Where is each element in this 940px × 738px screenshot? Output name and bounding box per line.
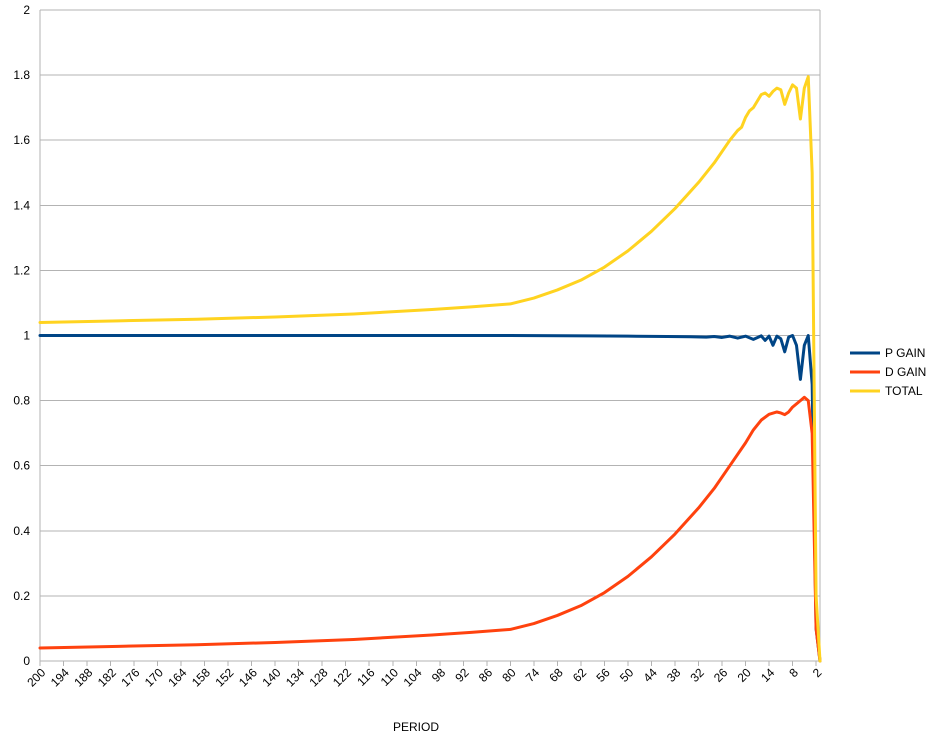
x-tick-label: 128 [307,665,331,689]
x-tick-label: 98 [429,665,449,685]
x-tick-label: 134 [283,665,307,689]
y-tick-label: 1.2 [13,263,30,277]
x-tick-label: 56 [593,665,613,685]
x-tick-label: 152 [212,665,236,689]
x-tick-label: 2 [810,665,825,680]
series-line-3 [38,75,822,663]
x-tick-label: 14 [758,665,778,685]
y-tick-label: 1.6 [13,133,30,147]
x-tick-label: 200 [24,665,48,689]
y-axis-tick-labels: 0 0.2 0.4 0.6 0.8 1 1.2 1.4 1.6 1.8 2 [13,3,30,668]
x-tick-label: 80 [499,665,519,685]
x-tick-label: 170 [142,665,166,689]
series-line-1 [38,334,822,663]
x-tick-label: 158 [189,665,213,689]
y-tick-label: 0 [23,654,30,668]
x-tick-label: 188 [71,665,95,689]
x-tick-label: 32 [688,665,708,685]
series-lines [38,75,822,663]
y-tick-label: 1 [23,329,30,343]
y-tick-label: 0.4 [13,524,30,538]
x-tick-label: 68 [546,665,566,685]
x-tick-label: 92 [452,665,472,685]
y-tick-label: 1.8 [13,68,30,82]
series-line-2 [38,395,822,663]
legend: P GAIN D GAIN TOTAL [850,346,926,398]
x-tick-label: 194 [48,665,72,689]
x-tick-label: 20 [735,665,755,685]
legend-label-2: D GAIN [885,365,926,379]
x-tick-label: 116 [354,665,378,689]
x-tick-label: 74 [523,665,543,685]
x-axis-tick-labels: 200 194 188 182 176 170 164 158 152 146 140 134 128 1… [24,661,825,690]
x-tick-label: 104 [401,665,425,689]
y-tick-label: 0.2 [13,589,30,603]
x-tick-label: 8 [786,665,801,680]
legend-label-1: P GAIN [885,346,925,360]
x-tick-label: 146 [236,665,260,689]
x-tick-label: 182 [95,665,119,689]
x-tick-label: 86 [476,665,496,685]
x-tick-label: 50 [617,665,637,685]
y-tick-label: 0.8 [13,394,30,408]
x-axis-title: PERIOD [393,720,439,734]
y-tick-label: 2 [23,3,30,17]
x-tick-label: 176 [118,665,142,689]
x-tick-label: 26 [711,665,731,685]
x-tick-label: 110 [378,665,402,689]
legend-label-3: TOTAL [885,384,923,398]
y-tick-label: 1.4 [13,198,30,212]
x-tick-label: 140 [259,665,283,689]
x-tick-label: 122 [330,665,354,689]
y-tick-label: 0.6 [13,459,30,473]
x-tick-label: 44 [640,665,660,685]
x-tick-label: 38 [664,665,684,685]
x-tick-label: 164 [165,665,189,689]
x-tick-label: 62 [570,665,590,685]
